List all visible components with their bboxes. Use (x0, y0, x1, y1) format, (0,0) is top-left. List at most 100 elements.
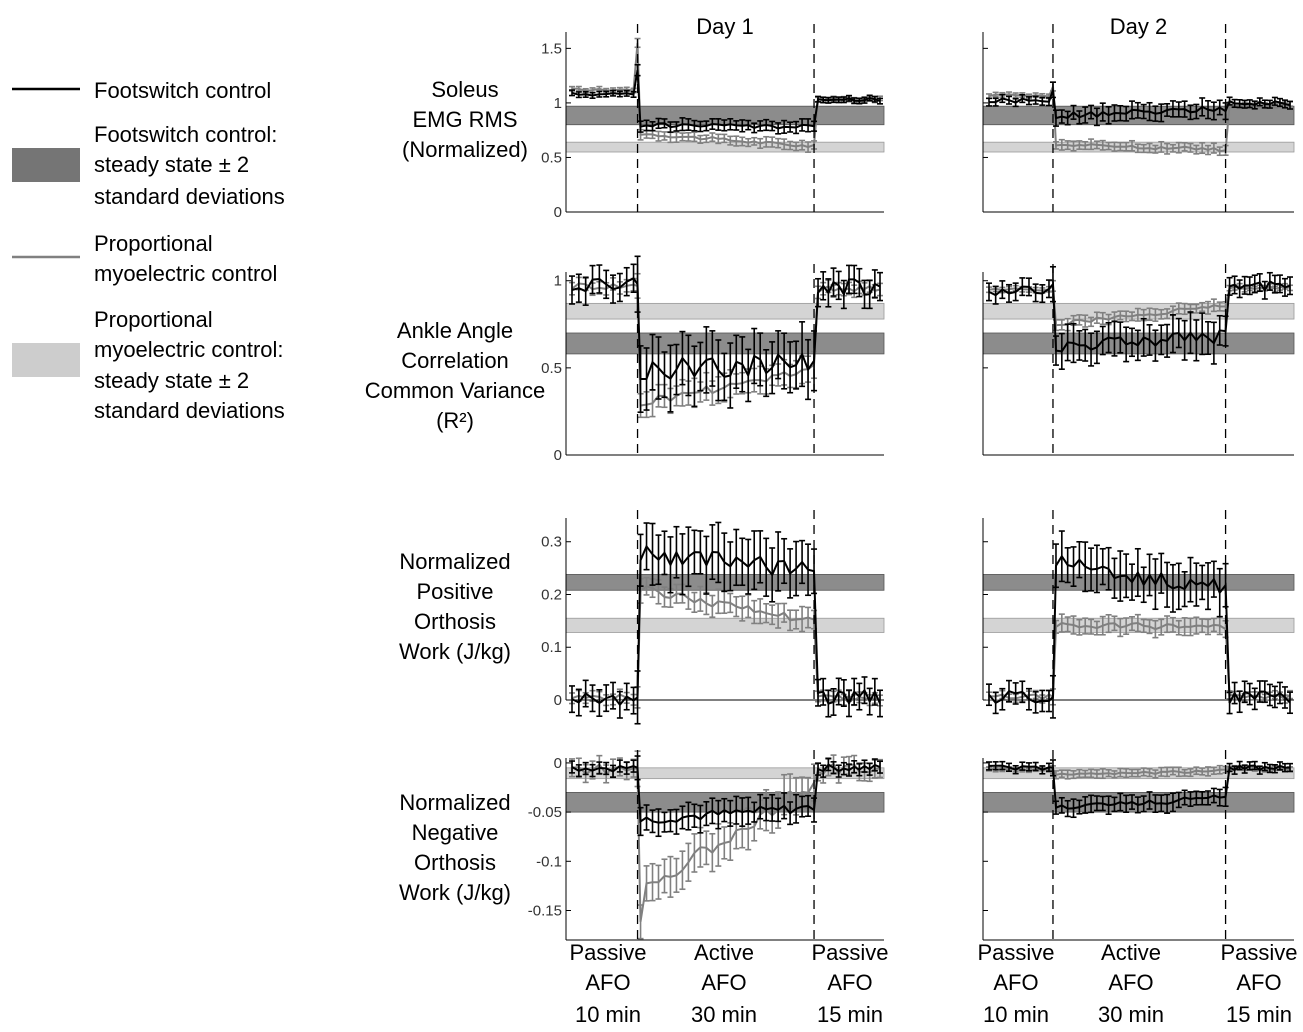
footswitch-errorbar (1146, 324, 1153, 356)
footswitch-errorbar (745, 538, 752, 595)
proportional-errorbar (1140, 143, 1147, 154)
footswitch-errorbar (1281, 277, 1288, 297)
row-label: Negative (412, 820, 499, 845)
footswitch-errorbar (986, 761, 992, 771)
footswitch-errorbar (1261, 680, 1268, 703)
x-category-label: 30 min (691, 1002, 757, 1027)
footswitch-errorbar (649, 121, 656, 132)
footswitch-errorbar (1216, 567, 1223, 618)
footswitch-errorbar (1070, 546, 1077, 587)
footswitch-errorbar (1117, 321, 1124, 354)
footswitch-errorbar (799, 539, 806, 585)
proportional-errorbar (1181, 617, 1188, 637)
footswitch-errorbar (1152, 558, 1159, 611)
proportional-errorbar (1205, 144, 1212, 156)
proportional-errorbar (1111, 770, 1118, 779)
footswitch-errorbar (861, 279, 868, 310)
footswitch-errorbar (846, 264, 853, 295)
footswitch-errorbar (787, 801, 794, 826)
proportional-errorbar (1169, 766, 1176, 776)
proportional-errorbar (667, 855, 674, 898)
proportional-errorbar (1088, 768, 1095, 779)
footswitch-errorbar (1164, 561, 1171, 608)
row-label: Common Variance (365, 378, 546, 403)
proportional-band (565, 617, 885, 633)
footswitch-errorbar (815, 762, 822, 776)
proportional-errorbar (751, 136, 758, 146)
footswitch-errorbar (877, 97, 883, 105)
proportional-errorbar (1070, 615, 1077, 635)
proportional-errorbar (1193, 766, 1200, 776)
row-label: Correlation (401, 348, 509, 373)
legend-label: steady state ± 2 (94, 152, 249, 177)
footswitch-errorbar (1025, 762, 1032, 772)
chart-panel: -0.15 -0.1 -0.05 0 (528, 750, 885, 941)
proportional-errorbar (763, 602, 770, 624)
footswitch-errorbar (1231, 681, 1238, 705)
footswitch-errorbar (1111, 320, 1118, 357)
row-label: Work (J/kg) (399, 880, 511, 905)
footswitch-errorbar (1210, 321, 1217, 365)
footswitch-errorbar (1111, 104, 1118, 122)
footswitch-errorbar (1158, 552, 1165, 594)
footswitch-errorbar (999, 93, 1006, 104)
footswitch-errorbar (851, 677, 858, 706)
footswitch-errorbar (603, 761, 610, 776)
footswitch-errorbar (1105, 546, 1112, 591)
footswitch-errorbar (709, 524, 716, 581)
footswitch-errorbar (846, 94, 853, 102)
footswitch-errorbar (733, 528, 740, 587)
proportional-errorbar (697, 134, 704, 145)
proportional-errorbar (643, 576, 650, 596)
footswitch-errorbar (630, 263, 637, 294)
footswitch-errorbar (1105, 105, 1112, 125)
footswitch-errorbar (861, 96, 868, 104)
footswitch-errorbar (835, 96, 842, 104)
proportional-errorbar (1105, 614, 1112, 634)
footswitch-errorbar (1146, 553, 1153, 597)
proportional-errorbar (757, 598, 764, 625)
footswitch-errorbar (866, 762, 873, 776)
footswitch-errorbar (1193, 319, 1200, 362)
legend-swatch-band (12, 148, 80, 182)
proportional-errorbar (1058, 769, 1065, 779)
footswitch-errorbar (1261, 99, 1268, 109)
footswitch-errorbar (1216, 314, 1223, 346)
proportional-errorbar (679, 132, 686, 142)
legend-label: standard deviations (94, 398, 285, 423)
footswitch-errorbar (856, 682, 863, 711)
footswitch-errorbar (1261, 761, 1268, 772)
footswitch-errorbar (1134, 796, 1141, 814)
proportional-errorbar (775, 137, 782, 149)
footswitch-errorbar (1076, 329, 1083, 361)
footswitch-errorbar (697, 804, 704, 834)
proportional-errorbar (685, 842, 692, 882)
footswitch-errorbar (781, 332, 788, 390)
footswitch-errorbar (1123, 794, 1130, 813)
footswitch-errorbar (1099, 102, 1106, 122)
proportional-errorbar (793, 141, 800, 152)
footswitch-errorbar (1266, 271, 1273, 291)
footswitch-errorbar (1164, 102, 1171, 117)
footswitch-errorbar (697, 120, 704, 133)
proportional-errorbar (709, 594, 716, 618)
footswitch-errorbar (851, 97, 858, 105)
footswitch-errorbar (751, 530, 758, 591)
footswitch-errorbar (846, 689, 853, 718)
proportional-errorbar (1152, 308, 1159, 322)
proportional-errorbar (1199, 142, 1206, 155)
footswitch-errorbar (787, 548, 794, 599)
footswitch-errorbar (1231, 275, 1238, 295)
proportional-errorbar (1093, 311, 1100, 324)
footswitch-errorbar (856, 97, 863, 105)
proportional-errorbar (733, 595, 740, 618)
footswitch-errorbar (709, 118, 716, 130)
footswitch-errorbar (679, 805, 686, 830)
footswitch-errorbar (1093, 330, 1100, 365)
y-tick-label: 0.5 (541, 149, 562, 166)
footswitch-errorbar (1012, 682, 1019, 705)
footswitch-errorbar (610, 764, 617, 779)
proportional-errorbar (805, 606, 812, 629)
footswitch-errorbar (1236, 279, 1243, 299)
footswitch-errorbar (1193, 103, 1200, 120)
